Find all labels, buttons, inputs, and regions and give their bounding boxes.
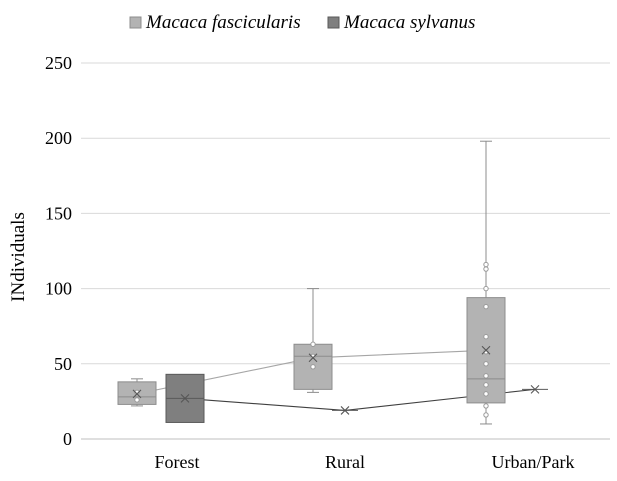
data-point xyxy=(483,266,489,272)
gridlines xyxy=(81,62,610,440)
legend: Macaca fascicularis Macaca sylvanus xyxy=(129,12,475,33)
data-point xyxy=(483,391,489,397)
box-macaca-fascicularis-0 xyxy=(117,378,157,407)
legend-swatch xyxy=(327,16,340,29)
mean-marker xyxy=(308,353,318,363)
y-tick-label: 250 xyxy=(45,53,72,73)
mean-marker xyxy=(481,345,491,355)
data-point xyxy=(310,341,316,347)
x-tick-label: Rural xyxy=(325,452,365,472)
data-point xyxy=(483,382,489,388)
legend-item: Macaca fascicularis xyxy=(129,12,301,33)
mean-marker xyxy=(132,389,142,399)
data-point xyxy=(134,397,140,403)
mean-marker xyxy=(180,394,190,403)
box-macaca-sylvanus-0 xyxy=(165,373,205,423)
boxes xyxy=(117,140,548,425)
data-point xyxy=(483,285,489,292)
y-axis-title: INdividuals xyxy=(8,212,29,302)
data-point xyxy=(483,361,489,367)
data-point xyxy=(483,412,489,418)
x-tick-label: Urban/Park xyxy=(492,452,575,472)
data-point xyxy=(483,303,489,310)
box-macaca-sylvanus-1 xyxy=(332,406,358,415)
mean-marker xyxy=(340,406,350,415)
data-point xyxy=(483,403,489,409)
y-tick-label: 100 xyxy=(45,279,72,299)
data-point xyxy=(483,334,489,340)
y-tick-label: 0 xyxy=(63,429,72,449)
y-tick-label: 50 xyxy=(54,354,72,374)
legend-label: Macaca fascicularis xyxy=(145,12,301,33)
y-tick-label: 150 xyxy=(45,203,72,223)
legend-label: Macaca sylvanus xyxy=(343,12,475,33)
box-macaca-sylvanus-2 xyxy=(522,384,548,394)
legend-item: Macaca sylvanus xyxy=(327,12,475,33)
box-macaca-fascicularis-2 xyxy=(466,140,506,425)
data-point xyxy=(483,373,489,379)
axes: 0 50 100 150 200 250 Forest Rural Urban/Park xyxy=(45,53,574,472)
x-tick-label: Forest xyxy=(155,452,200,472)
legend-swatch xyxy=(129,16,142,29)
mean-marker xyxy=(530,384,540,394)
box-macaca-fascicularis-1 xyxy=(293,288,333,393)
y-tick-label: 200 xyxy=(45,128,72,148)
data-point xyxy=(483,261,489,268)
data-point xyxy=(310,364,316,370)
